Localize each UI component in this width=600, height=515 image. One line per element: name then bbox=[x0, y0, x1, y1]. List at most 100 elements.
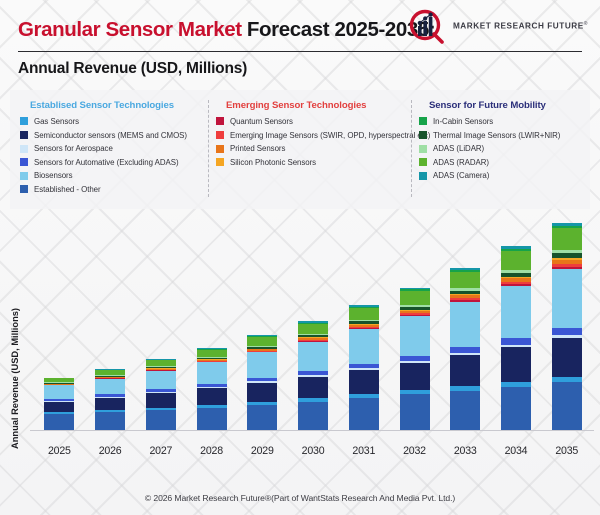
bar-segment bbox=[551, 250, 582, 254]
bar-segment bbox=[44, 385, 75, 399]
bar-segment bbox=[500, 344, 531, 347]
bar-segment bbox=[298, 401, 329, 431]
bar-segment bbox=[348, 319, 379, 322]
legend-item[interactable]: Semiconductor sensors (MEMS and CMOS) bbox=[20, 131, 204, 140]
legend-item[interactable]: Emerging Image Sensors (SWIR, OPD, hyper… bbox=[216, 131, 430, 140]
bar-slot bbox=[338, 223, 389, 431]
legend-item[interactable]: Silicon Photonic Sensors bbox=[216, 158, 407, 167]
bar-segment bbox=[298, 337, 329, 339]
bar-slot bbox=[288, 223, 339, 431]
legend-item[interactable]: Established - Other bbox=[20, 185, 204, 194]
legend-item[interactable]: Sensors for Automative (Excluding ADAS) bbox=[20, 158, 204, 167]
bar-segment bbox=[500, 381, 531, 387]
stacked-bar[interactable] bbox=[500, 246, 531, 431]
bar-segment bbox=[348, 324, 379, 328]
legend-swatch-icon bbox=[419, 144, 427, 153]
bar-segment bbox=[348, 329, 379, 364]
bar-segment bbox=[247, 351, 278, 353]
legend-swatch-icon bbox=[419, 117, 427, 126]
legend-item[interactable]: ADAS (LiDAR) bbox=[419, 144, 587, 153]
bar-segment bbox=[399, 313, 430, 315]
bar-segment bbox=[450, 295, 481, 299]
bar-segment bbox=[44, 412, 75, 415]
legend-item[interactable]: Gas Sensors bbox=[20, 117, 204, 126]
bar-segment bbox=[500, 282, 531, 285]
legend-swatch-icon bbox=[20, 117, 28, 126]
bar-segment bbox=[95, 412, 126, 431]
bar-segment bbox=[500, 346, 531, 382]
bar-slot bbox=[389, 223, 440, 431]
legend-item-label: Printed Sensors bbox=[230, 144, 286, 154]
bar-segment bbox=[196, 383, 227, 388]
legend-item[interactable]: Sensors for Aerospace bbox=[20, 144, 204, 153]
bar-segment bbox=[298, 322, 329, 324]
stacked-bar[interactable] bbox=[196, 348, 227, 431]
stacked-bar[interactable] bbox=[247, 335, 278, 431]
bar-segment bbox=[95, 369, 126, 370]
bar-segment bbox=[399, 390, 430, 395]
legend-column-1: Establised Sensor Technologies Gas Sensor… bbox=[14, 98, 210, 199]
legend-item[interactable]: In-Cabin Sensors bbox=[419, 117, 587, 126]
legend-item-label: Sensors for Automative (Excluding ADAS) bbox=[34, 157, 179, 167]
bar-segment bbox=[247, 345, 278, 347]
bar-segment bbox=[145, 366, 176, 368]
bar-segment bbox=[196, 407, 227, 431]
bar-segment bbox=[551, 377, 582, 383]
stacked-bar[interactable] bbox=[399, 287, 430, 431]
stacked-bar[interactable] bbox=[450, 268, 481, 431]
title-row: Granular Sensor Market Forecast 2025-203… bbox=[18, 18, 582, 42]
stacked-bar[interactable] bbox=[95, 369, 126, 431]
stacked-bar[interactable] bbox=[145, 359, 176, 431]
bar-segment bbox=[44, 378, 75, 383]
bar-segment bbox=[399, 355, 430, 361]
header: Granular Sensor Market Forecast 2025-203… bbox=[0, 0, 600, 78]
bar-segment bbox=[145, 368, 176, 370]
bar-segment bbox=[95, 396, 126, 398]
bar-segment bbox=[247, 346, 278, 349]
bar-segment bbox=[145, 367, 176, 369]
x-axis-tick: 2029 bbox=[250, 444, 274, 457]
x-axis-tick: 2033 bbox=[453, 444, 477, 457]
bar-segment bbox=[500, 246, 531, 249]
legend-item-label: Established - Other bbox=[34, 184, 101, 194]
legend-item[interactable]: Biosensors bbox=[20, 171, 204, 180]
bar-segment bbox=[399, 287, 430, 290]
stacked-bar[interactable] bbox=[44, 377, 75, 431]
bar-slot bbox=[85, 223, 136, 431]
title-rest: Forecast 2025-2035: bbox=[246, 18, 436, 41]
stacked-bar[interactable] bbox=[551, 222, 582, 431]
bar-segment bbox=[500, 338, 531, 345]
bar-segment bbox=[500, 277, 531, 279]
legend-item-label: Sensors for Aerospace bbox=[34, 144, 113, 154]
legend-swatch-icon bbox=[20, 144, 28, 153]
bar-segment bbox=[247, 404, 278, 431]
x-axis-tick: 2026 bbox=[98, 444, 122, 457]
legend-swatch-icon bbox=[419, 158, 427, 167]
legend-item[interactable]: Printed Sensors bbox=[216, 144, 407, 153]
bar-segment bbox=[348, 306, 379, 308]
legend-item[interactable]: Thermal Image Sensors (LWIR+NIR) bbox=[419, 131, 587, 140]
footer-copyright: © 2026 Market Research Future®(Part of W… bbox=[144, 493, 456, 503]
legend-item-label: ADAS (Camera) bbox=[433, 171, 490, 181]
stacked-bar[interactable] bbox=[348, 305, 379, 431]
bar-segment bbox=[298, 338, 329, 340]
bar-segment bbox=[44, 382, 75, 384]
bar-segment bbox=[500, 270, 531, 273]
bar-segment bbox=[145, 410, 176, 431]
legend-item[interactable]: ADAS (RADAR) bbox=[419, 158, 587, 167]
legend-item[interactable]: Quantum Sensors bbox=[216, 117, 407, 126]
legend-item[interactable]: ADAS (Camera) bbox=[419, 171, 587, 180]
bar-segment bbox=[298, 323, 329, 334]
x-axis-tick: 2034 bbox=[504, 444, 528, 457]
registered-mark: ® bbox=[583, 21, 588, 28]
x-axis-tick: 2027 bbox=[149, 444, 173, 457]
bar-segment bbox=[44, 401, 75, 413]
bar-segment bbox=[196, 357, 227, 360]
bar-segment bbox=[348, 307, 379, 320]
legend-column-heading: Emerging Sensor Technologies bbox=[226, 99, 367, 111]
bar-segment bbox=[95, 377, 126, 378]
bar-segment bbox=[450, 390, 481, 431]
stacked-bar[interactable] bbox=[298, 321, 329, 431]
legend-item-label: ADAS (LiDAR) bbox=[433, 144, 485, 154]
bar-segment bbox=[145, 370, 176, 390]
